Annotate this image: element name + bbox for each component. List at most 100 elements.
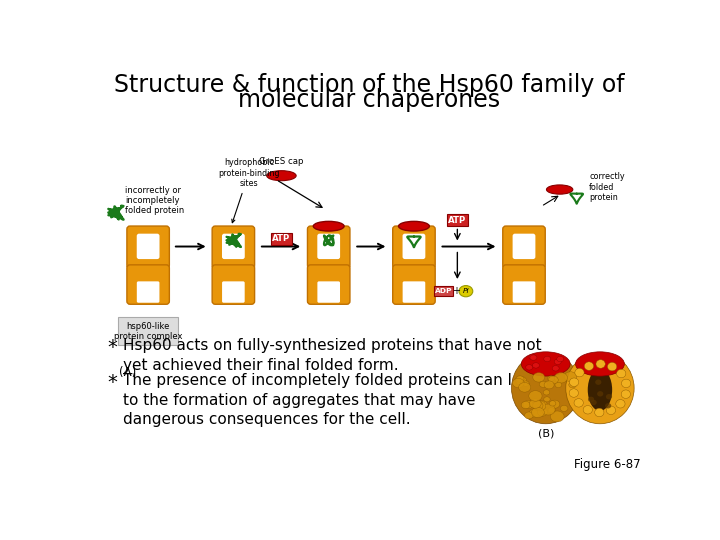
Ellipse shape [536,401,547,409]
Ellipse shape [606,406,616,415]
Ellipse shape [552,366,559,371]
Ellipse shape [595,380,601,385]
Ellipse shape [605,403,611,408]
FancyBboxPatch shape [127,226,169,268]
Text: Pi: Pi [462,288,469,294]
Text: +: + [452,286,460,296]
Ellipse shape [549,400,560,408]
Text: molecular chaperones: molecular chaperones [238,88,500,112]
FancyBboxPatch shape [137,234,160,259]
Ellipse shape [606,394,612,400]
Ellipse shape [529,409,541,418]
Text: hydrophobic
protein-binding
sites: hydrophobic protein-binding sites [218,158,279,222]
Ellipse shape [516,376,524,382]
Ellipse shape [616,400,625,408]
Text: *: * [107,338,117,357]
Ellipse shape [575,352,624,376]
FancyBboxPatch shape [212,226,255,268]
FancyBboxPatch shape [127,265,169,304]
FancyBboxPatch shape [513,281,535,303]
Ellipse shape [544,356,551,362]
Ellipse shape [597,391,603,396]
Ellipse shape [554,373,567,383]
Ellipse shape [533,373,545,382]
Ellipse shape [621,379,631,388]
Ellipse shape [534,401,546,411]
Ellipse shape [570,378,579,387]
Text: correctly
folded
protein: correctly folded protein [589,172,625,202]
Ellipse shape [590,400,597,405]
Ellipse shape [523,401,534,409]
Ellipse shape [583,406,593,414]
Text: GroES cap: GroES cap [259,157,304,166]
Ellipse shape [549,401,556,406]
Ellipse shape [585,362,593,370]
Ellipse shape [569,389,578,397]
Ellipse shape [537,408,547,416]
Ellipse shape [569,382,577,388]
Ellipse shape [616,369,626,378]
Ellipse shape [399,221,429,231]
Text: ATP: ATP [449,216,467,225]
Ellipse shape [521,401,530,409]
Ellipse shape [548,376,554,381]
Text: hsp60-like
protein complex: hsp60-like protein complex [114,321,182,341]
FancyBboxPatch shape [447,214,468,226]
FancyBboxPatch shape [318,234,340,259]
Ellipse shape [621,390,631,399]
Ellipse shape [532,363,539,368]
Ellipse shape [608,362,617,371]
Ellipse shape [564,372,577,382]
FancyBboxPatch shape [137,281,159,303]
FancyBboxPatch shape [503,226,545,268]
Ellipse shape [523,381,529,386]
Ellipse shape [555,382,562,388]
Ellipse shape [574,399,583,407]
Ellipse shape [516,376,526,385]
Text: *: * [107,373,117,392]
Ellipse shape [518,382,531,392]
Ellipse shape [566,353,634,424]
FancyBboxPatch shape [402,234,426,259]
Text: Structure & function of the Hsp60 family of: Structure & function of the Hsp60 family… [114,73,624,97]
Ellipse shape [266,171,296,181]
FancyBboxPatch shape [392,226,435,268]
Ellipse shape [560,406,568,411]
Text: incorrectly or
incompletely
folded protein: incorrectly or incompletely folded prote… [125,186,184,215]
Ellipse shape [521,352,570,376]
FancyBboxPatch shape [222,281,245,303]
FancyBboxPatch shape [513,234,536,259]
Text: (A): (A) [119,366,136,379]
FancyBboxPatch shape [402,281,426,303]
Ellipse shape [596,360,606,368]
Ellipse shape [543,390,550,395]
Ellipse shape [550,411,564,422]
Ellipse shape [530,355,537,360]
FancyBboxPatch shape [307,226,350,268]
Ellipse shape [533,401,543,410]
Ellipse shape [313,221,344,231]
FancyBboxPatch shape [222,234,245,259]
FancyBboxPatch shape [212,265,255,304]
FancyBboxPatch shape [503,265,545,304]
FancyBboxPatch shape [392,265,435,304]
Ellipse shape [588,397,594,402]
FancyBboxPatch shape [271,233,292,245]
Ellipse shape [554,359,561,364]
Ellipse shape [544,381,554,389]
Text: Figure 6-87: Figure 6-87 [574,458,640,471]
Ellipse shape [549,376,558,384]
Ellipse shape [511,353,580,424]
Text: The presence of incompletely folded proteins can lead
to the formation of aggreg: The presence of incompletely folded prot… [122,373,540,427]
FancyBboxPatch shape [318,281,340,303]
Ellipse shape [529,399,541,408]
Ellipse shape [595,408,604,417]
Ellipse shape [549,408,555,413]
Text: ADP: ADP [435,288,452,294]
Ellipse shape [524,412,534,419]
Ellipse shape [528,390,542,401]
Ellipse shape [547,408,555,414]
Ellipse shape [588,369,612,411]
Ellipse shape [557,356,564,362]
Ellipse shape [531,407,544,417]
